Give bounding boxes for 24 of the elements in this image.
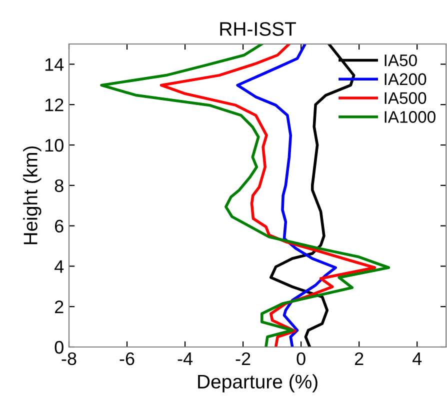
legend-label: IA500 bbox=[384, 92, 426, 104]
x-tick-label: 2 bbox=[354, 352, 364, 365]
line-series bbox=[160, 44, 376, 347]
y-tick-label: 2 bbox=[55, 300, 64, 314]
y-tick-label: 4 bbox=[54, 260, 64, 273]
chart-title: RH-ISST bbox=[220, 22, 296, 36]
x-axis-title: Departure (%) bbox=[198, 374, 318, 392]
line-series bbox=[236, 44, 337, 347]
y-axis-title: Height (km) bbox=[23, 146, 42, 244]
legend-label: IA50 bbox=[384, 54, 417, 66]
legend-label: IA1000 bbox=[384, 111, 436, 123]
x-tick-label: -2 bbox=[236, 352, 250, 365]
x-tick-label: 0 bbox=[296, 352, 306, 366]
y-tick-label: 12 bbox=[45, 98, 64, 112]
y-tick-label: 0 bbox=[54, 340, 64, 354]
x-tick-label: -8 bbox=[62, 352, 76, 366]
x-tick-label: 4 bbox=[412, 352, 422, 365]
legend-label: IA200 bbox=[384, 73, 426, 86]
x-tick-label: -6 bbox=[120, 352, 134, 366]
y-tick-label: 6 bbox=[55, 220, 64, 233]
y-tick-label: 10 bbox=[45, 138, 64, 152]
x-tick-label: -4 bbox=[178, 352, 193, 365]
y-tick-label: 8 bbox=[54, 179, 64, 192]
y-tick-label: 14 bbox=[45, 58, 64, 71]
